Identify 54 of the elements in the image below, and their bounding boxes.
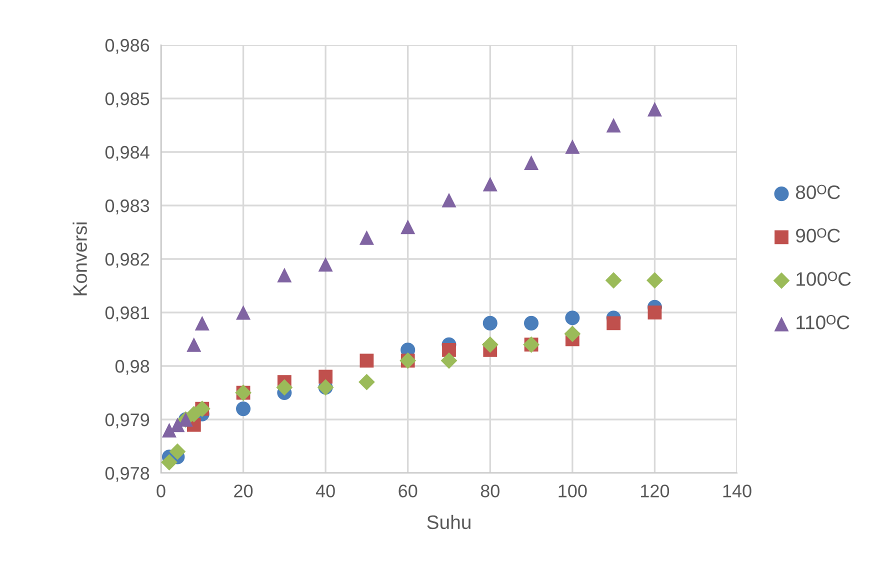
point bbox=[646, 272, 663, 289]
y-tick-label: 0,983 bbox=[105, 199, 150, 214]
x-axis-title: Suhu bbox=[427, 514, 470, 530]
y-tick-label: 0,981 bbox=[105, 306, 150, 322]
point bbox=[277, 268, 292, 282]
y-tick-label: 0,982 bbox=[105, 252, 149, 268]
legend-label: 110ᴼC bbox=[796, 314, 850, 330]
legend-label: 80ᴼC bbox=[796, 184, 840, 200]
point bbox=[358, 374, 375, 390]
point bbox=[606, 118, 621, 133]
point bbox=[440, 352, 458, 369]
y-axis-title: Konversi bbox=[72, 222, 87, 296]
point bbox=[482, 336, 498, 353]
point bbox=[524, 155, 539, 170]
point bbox=[170, 418, 185, 432]
point bbox=[236, 305, 251, 320]
point bbox=[442, 192, 456, 208]
y-tick-label: 0,979 bbox=[105, 413, 150, 428]
x-tick-label: 140 bbox=[723, 484, 752, 498]
point bbox=[648, 306, 662, 320]
y-tick-label: 0,986 bbox=[105, 38, 150, 54]
x-tick-label: 60 bbox=[398, 484, 418, 498]
point bbox=[647, 102, 662, 116]
x-tick-label: 100 bbox=[558, 484, 587, 498]
point bbox=[565, 139, 580, 154]
x-tick-label: 40 bbox=[316, 484, 335, 498]
point bbox=[565, 310, 580, 326]
y-tick-label: 0,978 bbox=[105, 466, 150, 482]
point bbox=[482, 316, 498, 330]
point bbox=[194, 316, 210, 330]
point bbox=[400, 220, 416, 234]
point bbox=[162, 422, 177, 438]
y-tick-label: 0,984 bbox=[105, 146, 150, 161]
point bbox=[606, 316, 621, 330]
point bbox=[161, 454, 178, 471]
point bbox=[169, 443, 186, 460]
x-tick-label: 120 bbox=[641, 484, 670, 498]
point bbox=[605, 272, 622, 289]
y-tick-label: 0,98 bbox=[115, 360, 150, 375]
point bbox=[236, 402, 251, 416]
x-tick-label: 80 bbox=[480, 484, 500, 498]
point bbox=[318, 257, 333, 272]
point bbox=[186, 337, 202, 352]
point bbox=[564, 326, 581, 342]
y-tick-label: 0,985 bbox=[105, 92, 150, 108]
legend-label: 100ᴼC bbox=[796, 272, 851, 286]
point bbox=[360, 354, 374, 368]
point bbox=[482, 176, 498, 192]
legend-label: 90ᴼC bbox=[796, 228, 840, 243]
point bbox=[524, 316, 539, 330]
x-tick-label: 0 bbox=[156, 484, 166, 498]
x-tick-label: 20 bbox=[234, 484, 253, 498]
point bbox=[276, 379, 293, 396]
point bbox=[359, 230, 374, 245]
